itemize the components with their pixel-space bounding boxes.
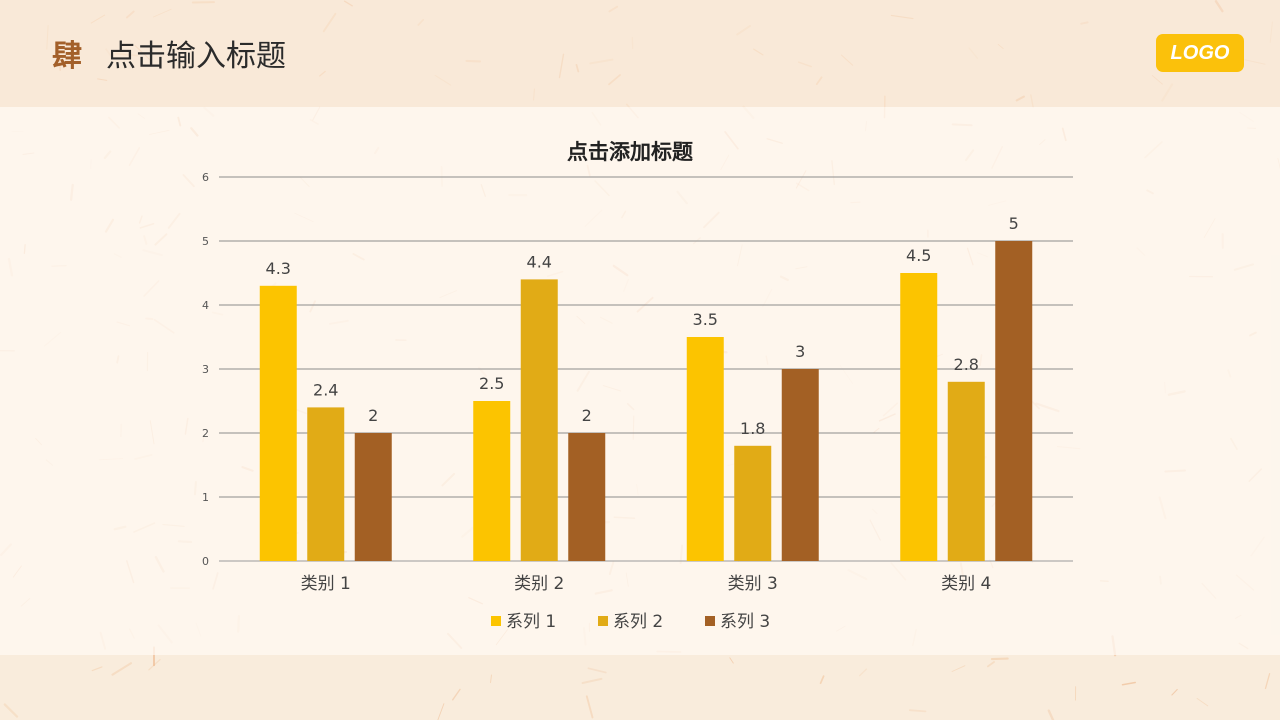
y-tick-label: 6: [202, 171, 209, 184]
paper-fiber: [1196, 697, 1209, 707]
data-label: 1.8: [740, 419, 765, 438]
section-number: 肆: [52, 39, 82, 74]
paper-fiber: [859, 668, 868, 677]
data-label: 2: [368, 406, 378, 425]
data-label: 3.5: [693, 310, 718, 329]
y-tick-label: 2: [202, 427, 209, 440]
logo-badge: LOGO: [1156, 34, 1244, 72]
data-label: 5: [1009, 214, 1019, 233]
header-bar: 肆 点击输入标题 LOGO: [0, 0, 1280, 107]
paper-fiber: [1171, 688, 1178, 696]
paper-fiber: [111, 662, 133, 676]
y-axis-ticks: 0 1 2 3 4 5 6: [202, 171, 209, 568]
bar: [259, 285, 297, 561]
bar: [686, 337, 724, 561]
legend-swatch: [705, 616, 715, 626]
chart-title: 点击添加标题: [567, 140, 694, 164]
legend-label: 系列 2: [613, 612, 663, 632]
legend-label: 系列 1: [506, 612, 556, 632]
logo-text: LOGO: [1170, 41, 1230, 64]
category-label: 类别 3: [728, 574, 778, 594]
y-tick-label: 4: [202, 299, 209, 312]
chart-gridlines: [219, 176, 1073, 562]
paper-fiber: [729, 657, 734, 664]
category-label: 类别 1: [301, 574, 351, 594]
paper-fiber: [452, 688, 461, 701]
page-title: 点击输入标题: [106, 39, 286, 74]
legend-swatch: [491, 616, 501, 626]
bar: [781, 369, 819, 561]
paper-fiber: [819, 675, 825, 685]
data-label: 3: [795, 342, 805, 361]
bar: [354, 433, 392, 561]
bar: [995, 241, 1033, 561]
paper-fiber: [987, 661, 995, 668]
paper-fiber: [908, 709, 927, 713]
y-tick-label: 0: [202, 555, 209, 568]
data-label: 4.4: [527, 252, 552, 271]
chart-legend: 系列 1 系列 2 系列 3: [491, 612, 770, 632]
chart-bars: [259, 241, 1033, 561]
data-label: 2.5: [479, 374, 504, 393]
paper-fiber: [990, 657, 1009, 661]
paper-fiber: [148, 658, 161, 671]
paper-fiber: [1121, 681, 1136, 686]
bar: [900, 273, 938, 561]
data-label: 4.3: [266, 259, 291, 278]
data-label: 2.8: [954, 355, 979, 374]
bar: [520, 279, 558, 561]
y-tick-label: 3: [202, 363, 209, 376]
data-label: 4.5: [906, 246, 931, 265]
y-tick-label: 1: [202, 491, 209, 504]
bar: [947, 381, 985, 561]
legend-swatch: [598, 616, 608, 626]
paper-fiber: [3, 703, 19, 718]
paper-fiber: [587, 667, 607, 674]
legend-label: 系列 3: [720, 612, 770, 632]
content-panel: [0, 107, 1280, 655]
bar: [307, 407, 345, 561]
paper-fiber: [1264, 673, 1271, 690]
category-label: 类别 4: [941, 574, 991, 594]
category-label: 类别 2: [514, 574, 564, 594]
bar: [734, 445, 772, 561]
paper-fiber: [585, 695, 594, 719]
data-label: 2: [582, 406, 592, 425]
paper-fiber: [951, 665, 966, 672]
data-labels: 4.3 2.4 2 2.5 4.4 2 3.5 1.8 3 4.5 2.8 5: [266, 214, 1019, 438]
y-tick-label: 5: [202, 235, 209, 248]
bar: [568, 433, 606, 561]
paper-fiber: [91, 666, 103, 672]
bar: [473, 401, 511, 561]
paper-fiber: [490, 674, 492, 684]
category-labels: 类别 1 类别 2 类别 3 类别 4: [301, 574, 992, 594]
paper-fiber: [581, 677, 603, 685]
data-label: 2.4: [313, 380, 338, 399]
